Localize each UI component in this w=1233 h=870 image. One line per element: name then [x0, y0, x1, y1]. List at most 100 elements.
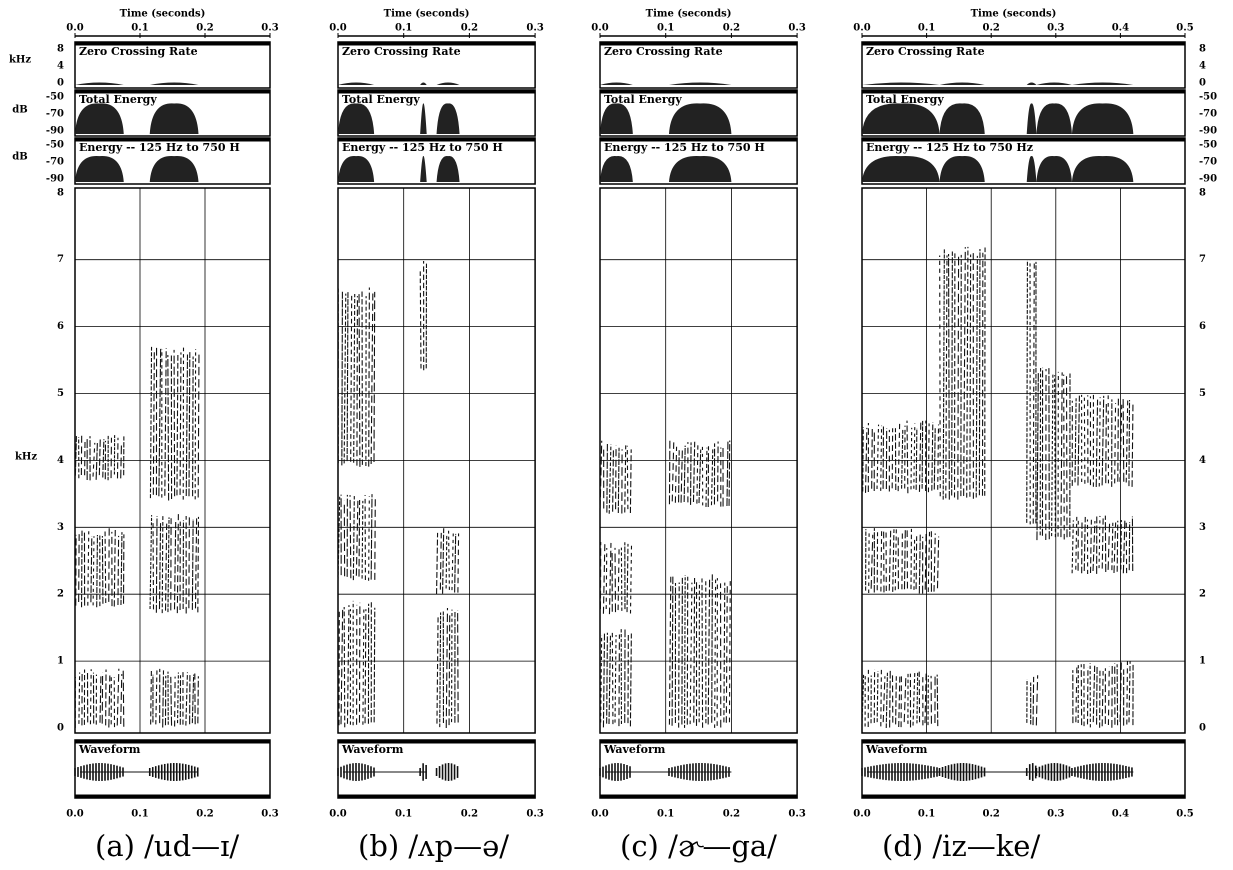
- striation: [602, 541, 606, 614]
- energy-contour: [1026, 155, 1037, 182]
- striation: [96, 534, 98, 608]
- striation: [629, 633, 632, 727]
- striation: [340, 608, 344, 725]
- tick-label: -90: [1199, 126, 1217, 137]
- striation: [936, 536, 940, 589]
- caption: (b) /ʌp—ə/: [358, 829, 509, 863]
- time-tick-label: 0.1: [395, 23, 412, 34]
- striation: [892, 529, 895, 592]
- striation: [158, 348, 162, 497]
- striation: [862, 427, 864, 492]
- zcr-contour: [668, 82, 732, 85]
- striation: [629, 449, 632, 514]
- tick-label: 1: [57, 656, 64, 667]
- striation: [939, 255, 941, 497]
- striation: [150, 670, 152, 725]
- striation: [963, 247, 966, 496]
- tick-label: 8: [1199, 44, 1206, 55]
- energy-contour: [436, 103, 460, 134]
- striation: [683, 445, 686, 503]
- striation: [1032, 676, 1035, 726]
- energy-contour: [939, 155, 985, 182]
- striation: [445, 607, 449, 728]
- striation: [901, 429, 904, 489]
- striation: [606, 632, 608, 724]
- striation: [978, 249, 981, 496]
- striation: [1089, 519, 1092, 574]
- striation: [933, 533, 936, 592]
- time-axis-title: Time (seconds): [384, 9, 470, 20]
- tick-label: 0: [57, 723, 64, 734]
- striation: [355, 497, 359, 576]
- striation: [173, 349, 176, 497]
- striation: [448, 612, 451, 726]
- striation: [921, 420, 924, 489]
- track-box: [337, 137, 536, 185]
- time-tick-label: 0.4: [1112, 23, 1129, 34]
- striation: [871, 427, 873, 489]
- striation: [897, 423, 901, 492]
- energy-contour: [75, 103, 124, 134]
- time-tick-label: 0.2: [461, 809, 478, 820]
- striation: [895, 676, 897, 725]
- striation: [117, 535, 120, 605]
- tick-label: -90: [1199, 174, 1217, 185]
- striation: [1035, 675, 1039, 726]
- energy-contour: [149, 155, 199, 182]
- striation: [689, 582, 693, 725]
- axis-label: kHz: [15, 452, 37, 463]
- striation: [1128, 661, 1131, 723]
- zcr-contour: [420, 82, 427, 85]
- striation: [1101, 515, 1104, 569]
- striation: [1098, 397, 1101, 487]
- track-box: [861, 89, 1186, 137]
- striation: [95, 442, 98, 480]
- tick-label: 0: [1199, 78, 1206, 89]
- striation: [671, 576, 674, 726]
- striation: [362, 609, 365, 725]
- striation: [608, 444, 612, 514]
- striation: [191, 674, 195, 724]
- striation: [194, 516, 198, 609]
- striation: [1128, 399, 1131, 487]
- track-label: Waveform: [341, 743, 404, 756]
- striation: [1075, 515, 1078, 570]
- tick-label: 4: [1199, 61, 1206, 72]
- striation: [436, 532, 439, 595]
- striation: [120, 532, 123, 605]
- striation: [1113, 522, 1117, 574]
- striation: [352, 496, 355, 581]
- striation: [1071, 520, 1074, 574]
- striation: [705, 447, 708, 507]
- energy-contour: [75, 155, 124, 182]
- track-label: Waveform: [865, 743, 928, 756]
- striation: [358, 291, 361, 467]
- striation: [1105, 400, 1107, 484]
- striation: [442, 528, 445, 594]
- energy-contour: [338, 103, 375, 134]
- time-tick-label: 0.0: [853, 809, 870, 820]
- striation: [692, 441, 696, 502]
- striation: [349, 495, 352, 579]
- striation: [726, 441, 729, 507]
- striation: [337, 496, 341, 581]
- striation: [370, 494, 373, 580]
- track-box: [74, 137, 271, 185]
- tick-label: -70: [1199, 157, 1217, 168]
- tick-label: -50: [46, 92, 64, 103]
- caption: (c) /ɚ—ga/: [620, 829, 777, 863]
- time-tick-label: 0.5: [1176, 23, 1193, 34]
- striation: [1032, 260, 1035, 524]
- striation: [1107, 666, 1110, 726]
- striation: [924, 670, 927, 724]
- tick-label: 6: [57, 321, 64, 332]
- striation: [605, 547, 608, 609]
- zcr-contour: [862, 82, 940, 85]
- striation: [1098, 515, 1101, 569]
- time-tick-label: 0.0: [66, 809, 83, 820]
- striation: [975, 255, 978, 498]
- time-tick-label: 0.3: [526, 809, 543, 820]
- zcr-contour: [600, 82, 633, 85]
- striation: [185, 354, 189, 497]
